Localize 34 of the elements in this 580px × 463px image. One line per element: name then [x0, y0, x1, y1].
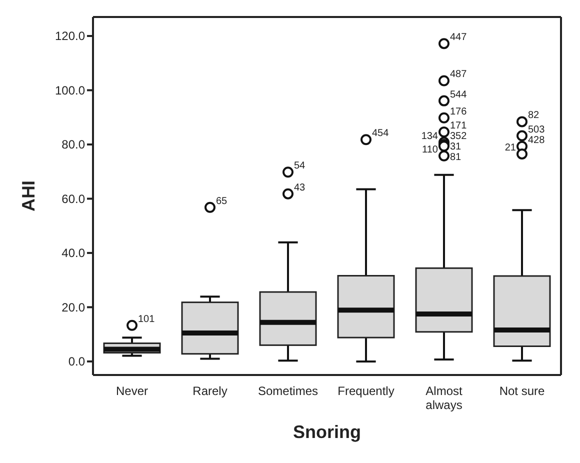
y-tick-label: 120.0 [54, 29, 86, 44]
annotation: 454 [372, 128, 390, 140]
annotation: 176 [450, 106, 468, 118]
annotation: 171 [450, 120, 468, 132]
x-tick-label: Not sure [499, 384, 545, 398]
x-tick-label: Rarely [192, 384, 228, 398]
annotation: 82 [528, 110, 540, 122]
annotation: 43 [294, 182, 306, 194]
y-tick-label: 100.0 [54, 83, 86, 98]
y-tick-label: 40.0 [62, 246, 86, 260]
annotation: 81 [450, 152, 462, 163]
annotation: 101 [138, 314, 156, 325]
x-tick-label: Never [116, 384, 148, 398]
annotation: 110 [422, 144, 438, 156]
x-tick-label: Sometimes [258, 384, 318, 398]
y-axis-title: AHI [18, 180, 38, 212]
x-tick-label: Frequently [338, 384, 394, 398]
annotation: 503 [528, 124, 546, 136]
y-tick-label: 20.0 [62, 300, 86, 314]
annotation: 447 [450, 32, 468, 44]
x-tick-label: Almost always [426, 384, 463, 412]
annotation: 134 [421, 130, 438, 142]
annotation: 544 [450, 89, 468, 100]
y-tick-label: 80.0 [62, 138, 86, 152]
annotation: 352 [450, 130, 468, 142]
annotation: 487 [450, 69, 468, 80]
annotation: 428 [528, 134, 546, 146]
annotation: 54 [294, 160, 306, 172]
x-axis-title: Snoring [293, 422, 361, 442]
annotation: 21 [504, 142, 516, 154]
annotation: 31 [450, 141, 462, 152]
y-tick-label: 0.0 [68, 354, 86, 369]
annotation: 65 [216, 196, 228, 207]
y-tick-label: 60.0 [62, 192, 86, 206]
